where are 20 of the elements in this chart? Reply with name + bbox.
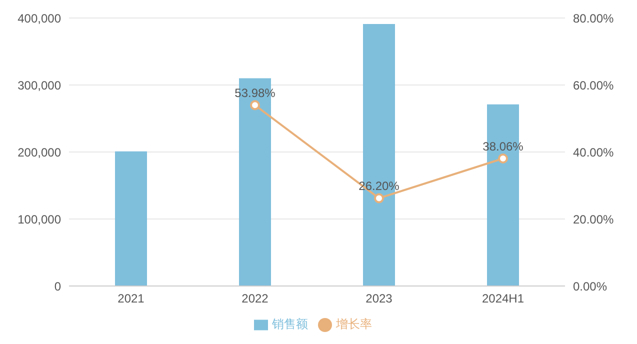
- legend-label: 增长率: [336, 317, 372, 331]
- x-tick-label: 2023: [366, 292, 393, 306]
- y-tick-label: 200,000: [18, 145, 62, 160]
- y-tick-label: 0: [54, 279, 62, 294]
- x-tick-label: 2024H1: [482, 292, 524, 306]
- x-tick-label: 2021: [118, 292, 145, 306]
- y2-tick-label: 80.00%: [573, 11, 614, 26]
- point: [498, 154, 508, 164]
- y2-tick-label: 40.00%: [573, 145, 614, 160]
- y-tick-label: 100,000: [18, 212, 62, 226]
- y-tick-label: 400,000: [18, 11, 62, 26]
- legend-label: 销售额: [272, 317, 308, 331]
- point: [374, 193, 384, 204]
- y2-tick-label: 0.00%: [573, 279, 608, 294]
- bar: [115, 151, 147, 286]
- y2-tick-label: 20.00%: [573, 212, 614, 226]
- y-tick-label: 300,000: [18, 78, 62, 92]
- x-tick-label: 2022: [242, 292, 269, 306]
- point: [250, 100, 260, 110]
- y2-tick-label: 60.00%: [573, 78, 614, 92]
